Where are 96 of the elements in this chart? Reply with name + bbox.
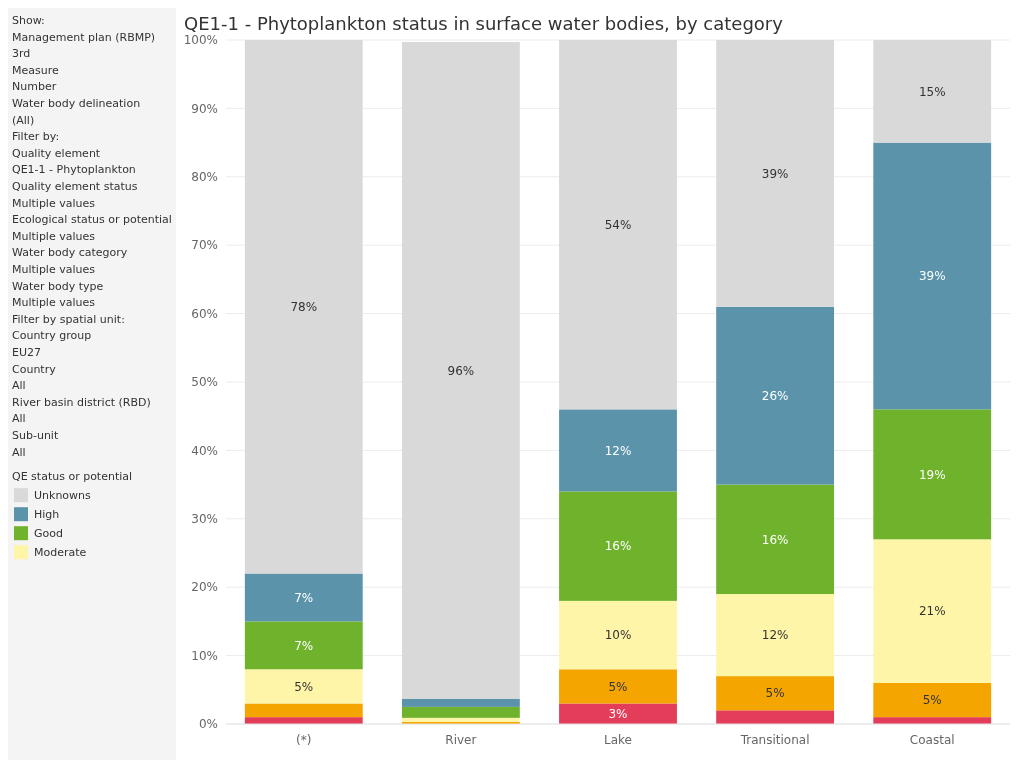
data-label: 39% bbox=[918, 269, 946, 284]
text: Number bbox=[12, 80, 57, 94]
bar bbox=[559, 40, 677, 410]
bar bbox=[716, 710, 835, 724]
bar bbox=[244, 703, 363, 718]
text: Country bbox=[12, 362, 57, 376]
text: Multiple values bbox=[12, 296, 96, 310]
text: Filter by spatial unit: bbox=[12, 312, 125, 326]
text: Show: bbox=[12, 14, 45, 27]
bar bbox=[716, 676, 835, 711]
x-tick-label: River bbox=[445, 733, 477, 747]
text: Multiple values bbox=[12, 196, 96, 210]
x-tick-label: Lake bbox=[604, 733, 632, 747]
bar bbox=[873, 409, 992, 540]
data-label: 96% bbox=[447, 363, 475, 378]
y-tick-label: 60% bbox=[191, 306, 218, 321]
text: Country group bbox=[12, 329, 92, 343]
bar bbox=[244, 573, 363, 622]
bar bbox=[244, 621, 363, 670]
text: All bbox=[12, 412, 26, 426]
bar bbox=[559, 703, 677, 724]
text: Sub-unit bbox=[12, 429, 59, 442]
text: River basin district (RBD) bbox=[12, 395, 151, 409]
bar bbox=[401, 706, 520, 718]
data-label: 21% bbox=[918, 604, 946, 619]
y-tick-label: 80% bbox=[191, 170, 218, 184]
text: 3rd bbox=[12, 47, 31, 61]
text: Multiple values bbox=[12, 263, 96, 276]
text: (All) bbox=[12, 113, 35, 127]
text: All bbox=[12, 445, 26, 459]
data-label: 54% bbox=[604, 217, 632, 232]
y-tick-label: 40% bbox=[191, 443, 218, 458]
text: QE1-1 - Phytoplankton bbox=[12, 163, 136, 177]
data-label: 5% bbox=[765, 686, 785, 701]
bar bbox=[716, 306, 835, 485]
text: Ecological status or potential bbox=[12, 213, 172, 227]
data-label: 26% bbox=[761, 388, 789, 403]
legend-label: Good bbox=[34, 527, 63, 541]
text: Water body delineation bbox=[12, 97, 141, 110]
data-label: 78% bbox=[290, 299, 318, 314]
bar bbox=[559, 409, 677, 492]
bar bbox=[559, 600, 677, 670]
bar bbox=[559, 491, 677, 601]
bar bbox=[244, 40, 363, 574]
data-label: 5% bbox=[608, 679, 628, 694]
x-tick-label: Coastal bbox=[909, 733, 955, 747]
y-tick-label: 0% bbox=[198, 717, 218, 732]
text: Water body type bbox=[12, 279, 104, 293]
text: All bbox=[12, 379, 26, 393]
x-tick-label: Transitional bbox=[739, 733, 810, 747]
data-label: 39% bbox=[761, 166, 789, 181]
data-label: 16% bbox=[604, 539, 632, 554]
legend-label: Moderate bbox=[34, 546, 87, 560]
text: Multiple values bbox=[12, 229, 96, 243]
data-label: 10% bbox=[604, 628, 632, 643]
data-label: 12% bbox=[604, 443, 632, 458]
data-label: 16% bbox=[761, 532, 789, 547]
legend-label: High bbox=[34, 508, 60, 522]
y-tick-label: 20% bbox=[191, 580, 218, 595]
y-tick-label: 50% bbox=[191, 375, 218, 390]
bar bbox=[716, 484, 835, 595]
y-tick-label: 10% bbox=[191, 648, 218, 663]
bar bbox=[401, 717, 520, 722]
data-label: 7% bbox=[294, 590, 314, 605]
bar bbox=[559, 669, 677, 704]
legend-label: Unknowns bbox=[34, 489, 92, 503]
bar bbox=[716, 40, 835, 307]
text: Management plan (RBMP) bbox=[12, 30, 156, 44]
bar bbox=[401, 42, 520, 699]
data-label: 7% bbox=[294, 638, 314, 653]
bar bbox=[716, 594, 835, 677]
data-label: 5% bbox=[922, 693, 942, 708]
text: Filter by: bbox=[12, 130, 60, 144]
y-tick-label: 70% bbox=[191, 238, 218, 253]
chart-title: QE1-1 - Phytoplankton status in surface water bodies, by category bbox=[184, 13, 784, 34]
text: Water body category bbox=[12, 246, 128, 260]
bar bbox=[401, 698, 520, 707]
data-label: 19% bbox=[918, 467, 946, 482]
data-label: 15% bbox=[918, 84, 946, 99]
text: Measure bbox=[12, 63, 59, 77]
x-tick-label: (*) bbox=[296, 733, 312, 747]
text: Quality element status bbox=[12, 180, 138, 193]
y-tick-label: 100% bbox=[183, 33, 218, 48]
text: Quality element bbox=[12, 146, 101, 160]
data-label: 12% bbox=[761, 628, 789, 643]
bar bbox=[873, 539, 992, 683]
data-label: 5% bbox=[294, 679, 314, 694]
bar bbox=[873, 40, 992, 143]
y-tick-label: 90% bbox=[191, 101, 218, 116]
bar bbox=[873, 142, 992, 410]
bar bbox=[244, 669, 363, 704]
y-tick-label: 30% bbox=[191, 512, 218, 526]
data-label: 3% bbox=[608, 706, 628, 721]
bar bbox=[873, 682, 992, 718]
legend-title: QE status or potential bbox=[12, 470, 133, 484]
text: EU27 bbox=[12, 346, 41, 359]
